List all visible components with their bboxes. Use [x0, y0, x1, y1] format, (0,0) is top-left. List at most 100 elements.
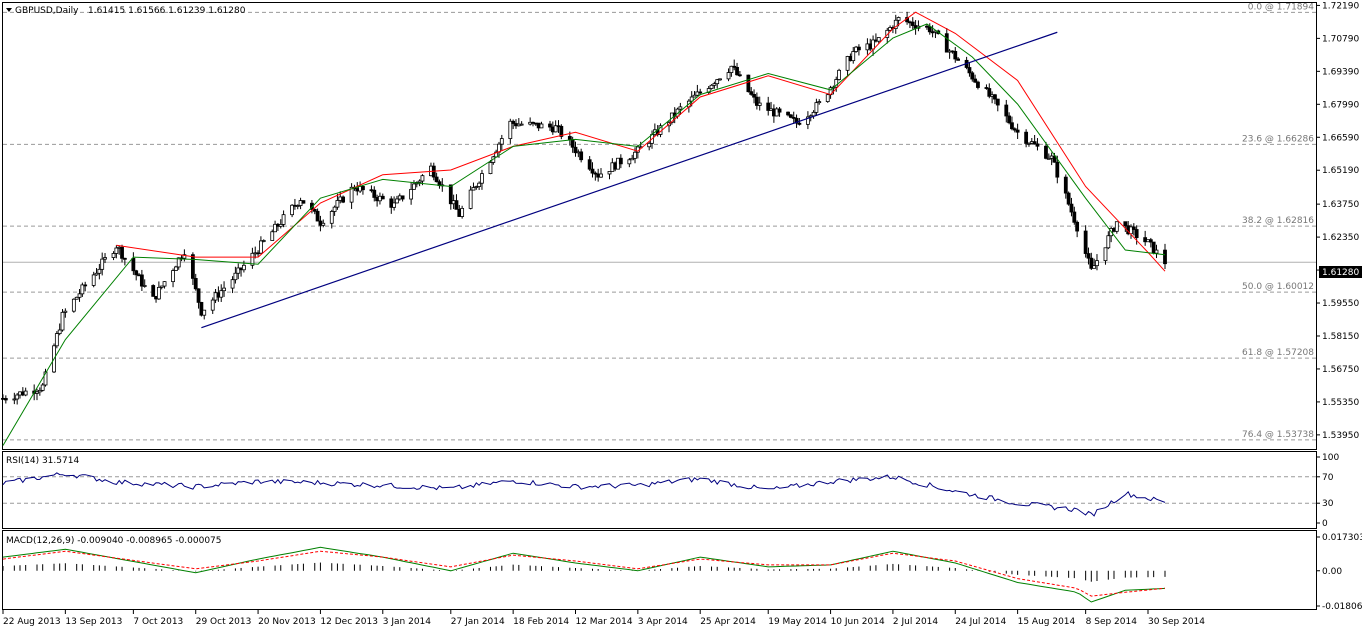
candle-body: [1089, 257, 1094, 269]
candle-body: [726, 72, 731, 80]
time-tick-label: 12 Mar 2014: [575, 617, 632, 627]
candle-body: [539, 123, 544, 129]
candle-body: [788, 114, 793, 118]
candle-body: [1069, 203, 1074, 213]
candle-body: [1063, 176, 1068, 194]
candle-body: [3, 398, 8, 401]
candle-body: [995, 98, 1000, 106]
candle-body: [709, 84, 714, 89]
candle-body: [114, 247, 119, 254]
candle-body: [732, 65, 737, 68]
candle-body: [295, 205, 300, 207]
candle-body: [695, 91, 700, 96]
moving-average-line: [116, 11, 1166, 272]
time-tick-label: 10 Jun 2014: [831, 617, 885, 627]
candle-body: [590, 168, 595, 174]
candle-body: [250, 252, 255, 266]
time-tick-label: 30 Sep 2014: [1148, 617, 1205, 627]
rsi-layer: 100 70 30 0: [2, 453, 1339, 529]
candle-body: [417, 180, 422, 183]
candle-body: [270, 231, 275, 241]
candle-body: [1075, 221, 1080, 232]
price-tick-label: 1.67990: [1322, 100, 1359, 110]
candle-body: [474, 186, 479, 188]
time-tick-label: 13 Sep 2013: [65, 617, 122, 627]
fib-level-label: 61.8 @ 1.57208: [1242, 348, 1314, 358]
candle-body: [715, 79, 720, 85]
candle-body: [281, 214, 286, 225]
candle-body: [412, 183, 416, 190]
candle-body: [814, 102, 819, 113]
candle-body: [698, 91, 703, 94]
trendline-layer: [201, 31, 1058, 329]
candle-body: [202, 309, 207, 316]
candle-body: [1163, 249, 1167, 265]
candle-body: [987, 88, 992, 97]
candle-body: [233, 272, 238, 281]
candle-body: [712, 83, 717, 86]
price-tick-label: 1.69390: [1322, 67, 1359, 77]
candle-body: [193, 278, 198, 290]
moving-average-line: [2, 23, 1166, 446]
candle-body: [301, 200, 306, 204]
macd-tick-label: 0.017303: [1322, 533, 1362, 543]
current-price-label: 1.61280: [1322, 268, 1359, 278]
rsi-line: [2, 472, 1166, 517]
candle-body: [573, 146, 578, 154]
candle-body: [420, 175, 425, 182]
price-tick-label: 1.59550: [1322, 299, 1359, 309]
candle-body: [40, 384, 45, 391]
candle-body: [797, 122, 802, 125]
price-pane: [2, 2, 1317, 450]
macd-tick-label: -0.018061: [1322, 602, 1362, 612]
candle-body: [857, 46, 861, 51]
candle-body: [361, 186, 365, 191]
candle-body: [993, 94, 997, 100]
candle-body: [559, 125, 564, 137]
candle-body: [718, 78, 722, 81]
candle-body: [1007, 115, 1012, 124]
candle-body: [692, 94, 697, 98]
fib-level-label: 50.0 @ 1.60012: [1242, 282, 1314, 292]
candle-body: [242, 264, 246, 271]
candle-body: [1046, 157, 1051, 160]
time-tick-label: 20 Nov 2013: [258, 617, 316, 627]
candle-body: [329, 211, 334, 224]
candle-body: [468, 189, 473, 209]
candle-body: [210, 299, 215, 311]
time-tick-label: 8 Sep 2014: [1086, 617, 1138, 627]
rsi-label: RSI(14) 31.5714: [6, 456, 79, 466]
candle-body: [757, 102, 762, 106]
candle-body: [409, 188, 414, 200]
candle-body: [1106, 235, 1111, 249]
candle-body: [77, 293, 82, 298]
candle-body: [678, 106, 683, 110]
candle-body: [380, 195, 385, 200]
candles-layer: [1, 11, 1167, 405]
time-tick-label: 2 Jul 2014: [893, 617, 938, 627]
candle-body: [60, 311, 65, 331]
candle-body: [1092, 265, 1097, 269]
candle-body: [171, 270, 175, 283]
candle-body: [837, 69, 841, 80]
candle-body: [134, 270, 139, 276]
candle-body: [83, 284, 88, 287]
candle-body: [57, 329, 62, 334]
candle-body: [372, 189, 377, 198]
candle-body: [142, 285, 147, 287]
candle-body: [1055, 161, 1060, 178]
candle-body: [956, 58, 961, 61]
price-tick-label: 1.53950: [1322, 431, 1359, 441]
candle-body: [1052, 155, 1057, 163]
candle-body: [1086, 253, 1091, 259]
fib-level-label: 0.0 @ 1.71894: [1248, 2, 1315, 12]
candle-body: [970, 72, 975, 80]
candle-body: [1123, 221, 1128, 227]
candle-body: [278, 224, 283, 227]
candle-body: [349, 186, 354, 203]
candle-body: [885, 29, 890, 38]
candle-body: [219, 290, 224, 298]
menu-triangle-icon[interactable]: [6, 8, 12, 12]
